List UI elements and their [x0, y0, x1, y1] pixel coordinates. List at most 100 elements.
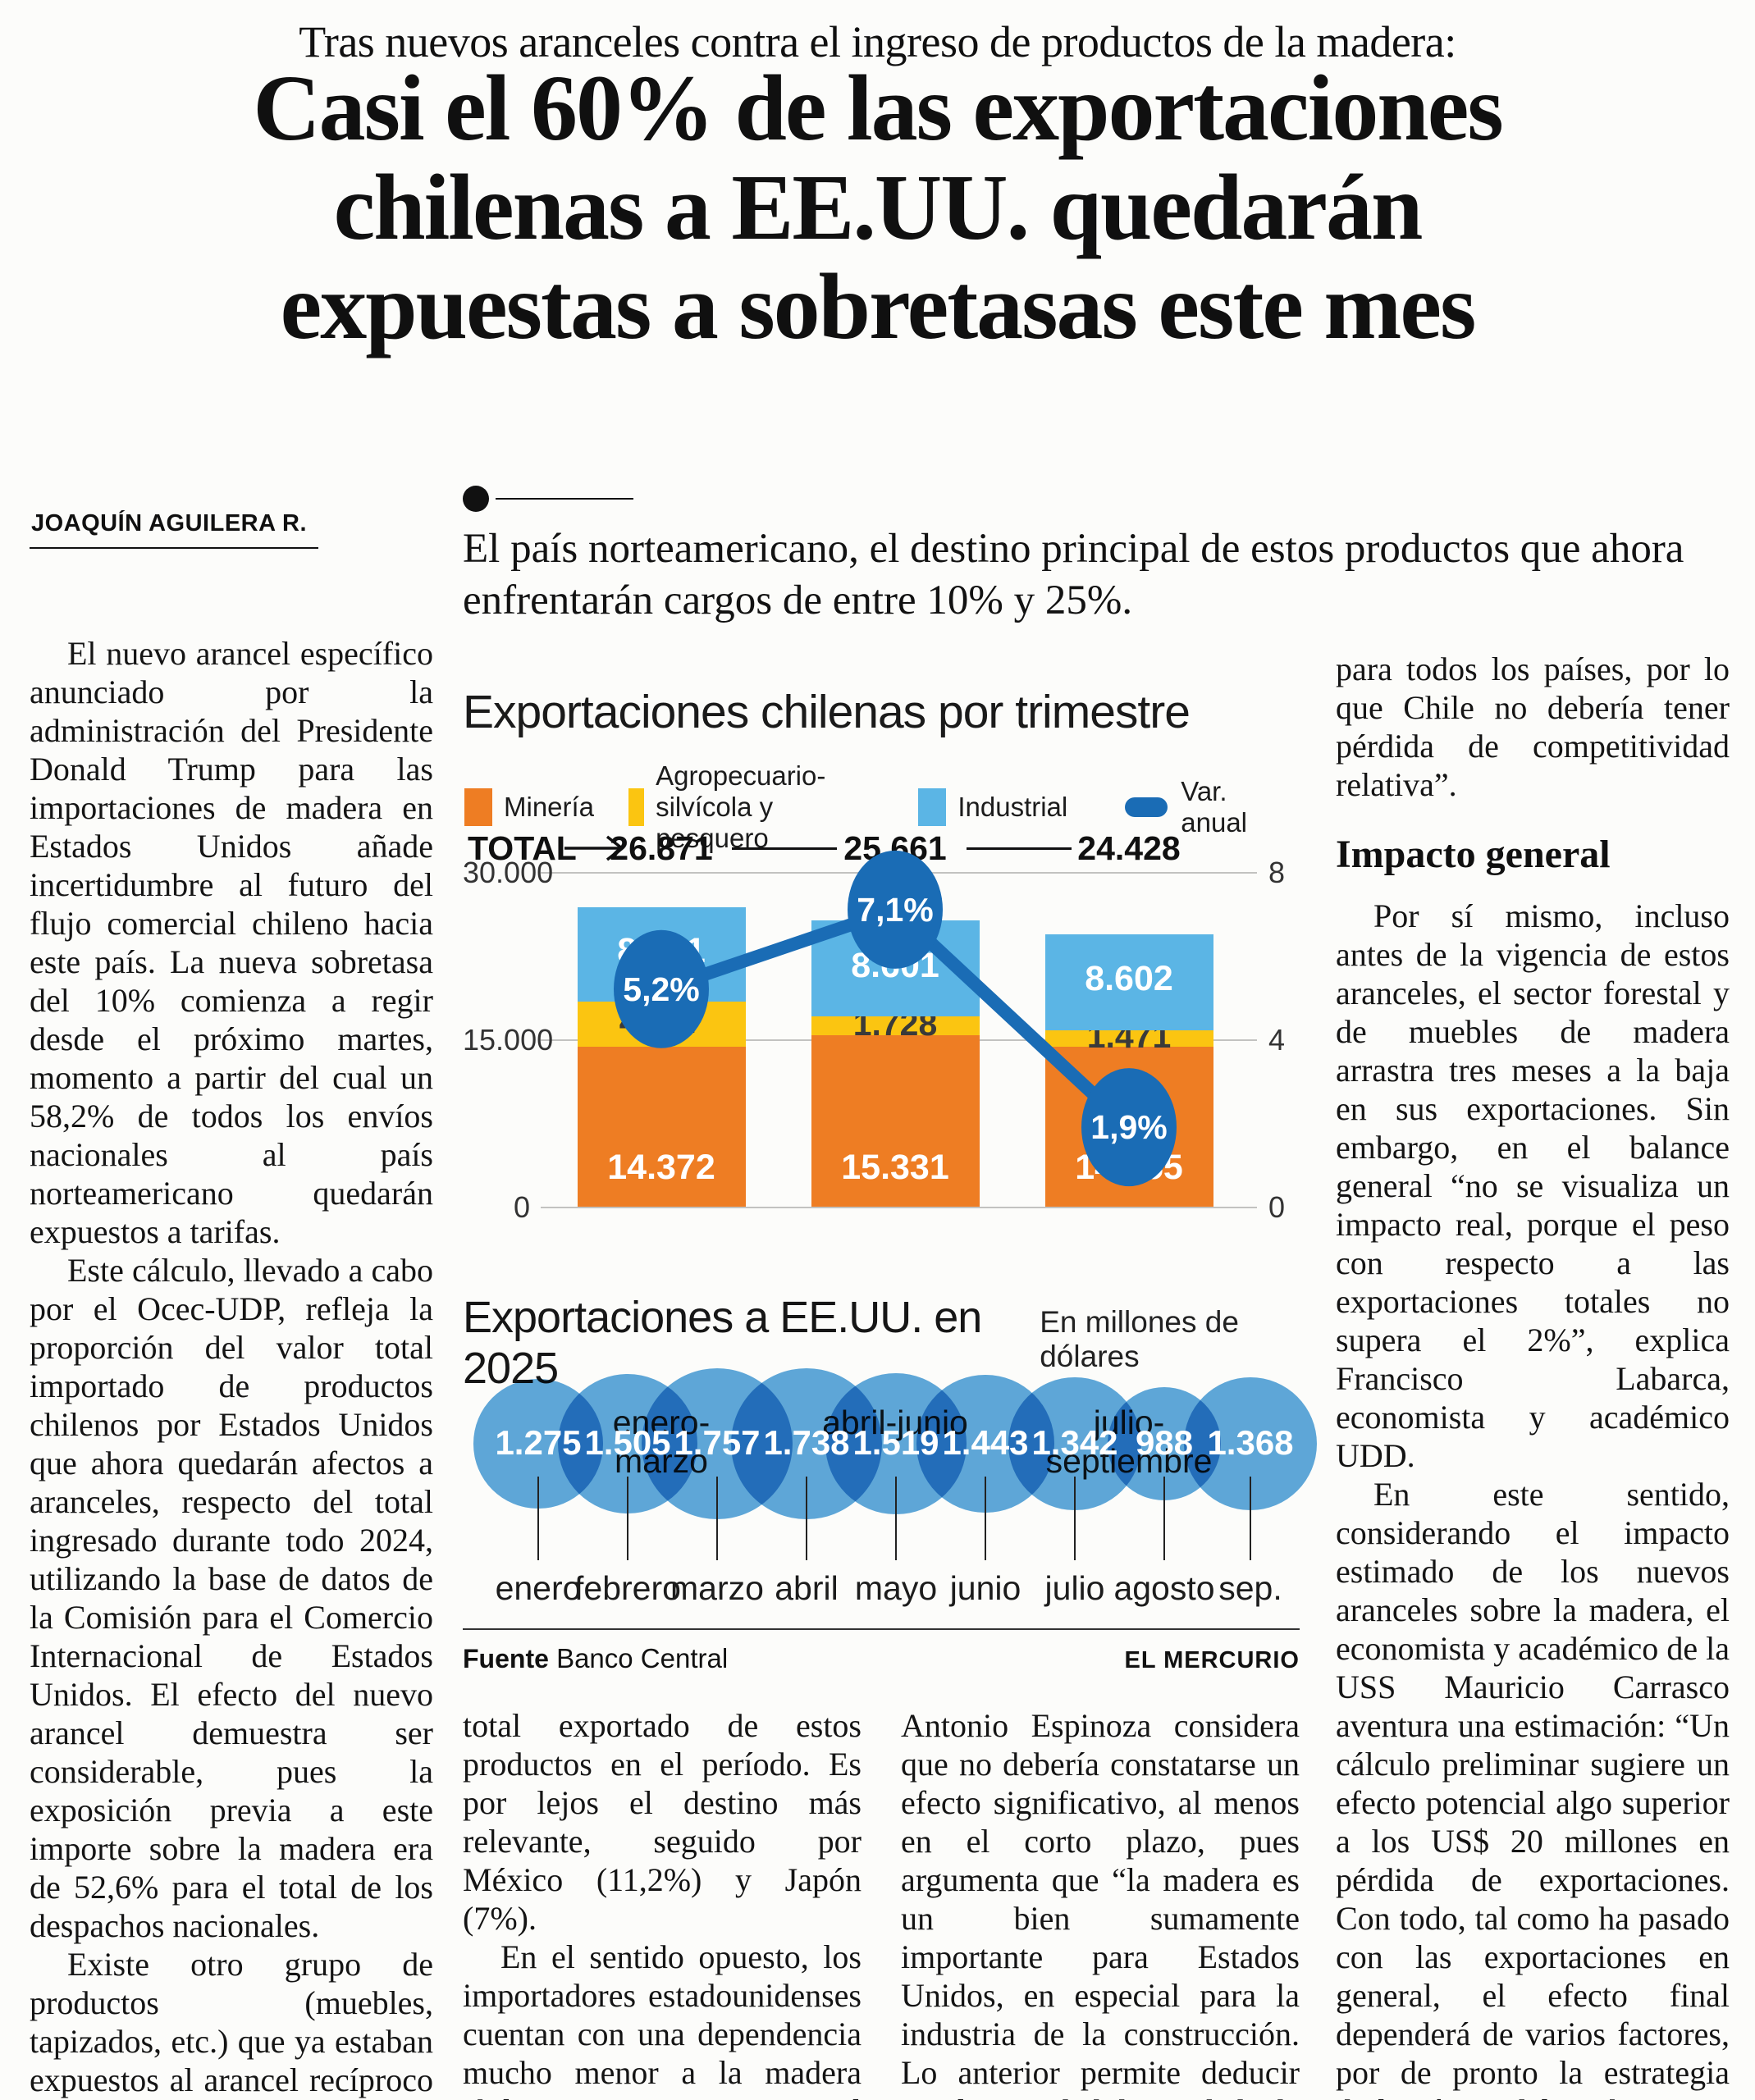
bubble-value: 1.738: [763, 1423, 850, 1462]
article-paragraph: total exportado de estos productos en el…: [463, 1707, 862, 1937]
bubble-month-label: mayo: [854, 1569, 938, 1607]
article-column-4: para todos los países, por lo que Chile …: [1336, 650, 1730, 2100]
article-paragraph: Por sí mismo, incluso antes de la vigenc…: [1336, 897, 1730, 1474]
infographic: Exportaciones chilenas por trimestre Min…: [463, 685, 1318, 1694]
bubble-month-label: enero: [495, 1569, 582, 1607]
totals-row: TOTAL 26.871 25.661 24.428: [463, 829, 1300, 870]
legend-label: Minería: [504, 792, 595, 822]
bubble-chart: 1.275 enero 1.505 febrero 1.757 marzo 1.738 abr…: [463, 1341, 1318, 1612]
bar-segment-mineria: [577, 1046, 746, 1207]
bubble-month-label: julio: [1044, 1569, 1105, 1607]
legend-item: Minería: [464, 788, 594, 826]
bubble-value: 1.757: [674, 1423, 761, 1462]
headline-line-3: expuestas a sobretasas este mes: [280, 253, 1477, 358]
bar-value-label: 14.372: [607, 1148, 715, 1187]
bubble-stem: [985, 1477, 986, 1560]
legend-label: Var. anual: [1181, 776, 1248, 838]
connector-line: [732, 847, 837, 850]
total-value: 24.428: [1077, 829, 1181, 867]
bubble-stem: [716, 1477, 718, 1560]
bubble-chart-subtitle: En millones de dólares: [1040, 1305, 1239, 1373]
bubble-stem: [1163, 1477, 1165, 1560]
subhead-impacto-general: Impacto general: [1336, 833, 1611, 876]
legend-item: Industrial: [918, 788, 1067, 826]
kicker: Tras nuevos aranceles contra el ingreso …: [299, 17, 1456, 66]
article-paragraph: En este sentido, considerando el impacto…: [1336, 1476, 1730, 2100]
headline-line-1: Casi el 60% de las exportaciones: [253, 56, 1503, 160]
bubble-stem: [1074, 1477, 1076, 1560]
source-note: Fuente Banco Central: [463, 1643, 728, 1674]
bubble-stem: [806, 1477, 807, 1560]
arrow-right-icon: [563, 833, 627, 871]
y-axis-tick-right: 8: [1268, 856, 1286, 889]
line-marker: [614, 929, 709, 1048]
bubble-value: 1.342: [1031, 1423, 1118, 1462]
article-paragraph: Existe otro grupo de productos (muebles,…: [30, 1946, 433, 2098]
chart-legend: Minería Agropecuario-silvícola y pesquero…: [464, 760, 1300, 854]
bar-value-label: 15.331: [841, 1148, 949, 1187]
bubble-stem: [895, 1477, 897, 1560]
article-paragraph: para todos los países, por lo que Chile …: [1336, 651, 1730, 803]
chart-title: Exportaciones chilenas por trimestre: [463, 686, 1191, 738]
bubble-chart-header: Exportaciones a EE.UU. en 2025 En millon…: [463, 1292, 1300, 1394]
bubble-month-label: abril: [775, 1569, 839, 1607]
bubble-month-label: sep.: [1218, 1569, 1282, 1607]
line-marker-label: 1,9%: [1090, 1108, 1167, 1146]
footer-rule: [463, 1628, 1300, 1630]
article-paragraph: Este cálculo, llevado a cabo por el Ocec…: [30, 1252, 433, 1944]
bubble-month-label: agosto: [1113, 1569, 1215, 1607]
source-value: Banco Central: [556, 1643, 729, 1673]
headline: Casi el 60% de las exportaciones chilena…: [0, 56, 1755, 358]
legend-swatch-icon: [918, 788, 947, 826]
standfirst-block: El país norteamericano, el destino princ…: [463, 486, 1726, 627]
legend-item-line: Var. anual: [1125, 776, 1265, 838]
bubble-month-label: febrero: [574, 1569, 681, 1607]
var-anual-line: 5,2% 7,1% 1,9%: [614, 850, 1177, 1187]
line-marker: [1081, 1068, 1177, 1187]
connector-line: [967, 847, 1072, 850]
article-column-1: JOAQUÍN AGUILERA R. El nuevo arancel esp…: [30, 510, 433, 2100]
byline: JOAQUÍN AGUILERA R.: [30, 510, 319, 549]
y-axis-tick-left: 0: [513, 1190, 530, 1224]
bubble-month-label: junio: [949, 1569, 1021, 1607]
bubble-value: 988: [1135, 1423, 1194, 1462]
gridline: [541, 1207, 1257, 1208]
y-axis-tick-right: 4: [1268, 1023, 1286, 1057]
bubble-value: 1.505: [584, 1423, 671, 1462]
total-label: TOTAL: [468, 829, 577, 867]
legend-item: Agropecuario-silvícola y pesquero: [628, 760, 884, 854]
legend-label: Agropecuario-silvícola y pesquero: [656, 760, 826, 853]
bar-segment-agro: [811, 1016, 980, 1036]
stacked-bar-chart: 30.000815.00040014.3724.0378.461enero-ma…: [463, 850, 1300, 1480]
bubble-stem: [627, 1477, 628, 1560]
article-paragraph: En el sentido opuesto, los importadores …: [463, 1938, 862, 2100]
line-legend-icon: [1125, 797, 1168, 817]
total-value: 26.871: [610, 829, 713, 867]
line-marker: [848, 850, 943, 969]
bar-segment-industrial: [1044, 934, 1213, 1030]
standfirst: El país norteamericano, el destino princ…: [463, 526, 1684, 623]
bubble-value: 1.368: [1207, 1423, 1294, 1462]
article-column-3: Antonio Espinoza considera que no deberí…: [901, 1706, 1300, 2100]
legend-swatch-icon: [464, 788, 492, 826]
bar-segment-agro: [1044, 1029, 1213, 1047]
chart-footer: Fuente Banco Central EL MERCURIO: [463, 1643, 1300, 1674]
credit: EL MERCURIO: [1124, 1647, 1300, 1673]
source-label: Fuente: [463, 1644, 549, 1673]
headline-line-2: chilenas a EE.UU. quedarán: [333, 154, 1424, 259]
legend-label: Industrial: [957, 792, 1068, 822]
article-paragraph: Antonio Espinoza considera que no deberí…: [901, 1707, 1300, 2100]
bubble-value: 1.443: [942, 1423, 1029, 1462]
bar-segment-mineria: [811, 1035, 980, 1207]
bullet-dot-icon: [463, 486, 489, 512]
standfirst-marker: [463, 486, 1726, 514]
bubble-chart-title: Exportaciones a EE.UU. en 2025: [463, 1293, 982, 1393]
bubble-value: 1.275: [495, 1423, 582, 1462]
bubble-month-label: marzo: [670, 1569, 764, 1607]
bubble-stem: [537, 1477, 539, 1560]
article-paragraph: El nuevo arancel específico anunciado po…: [30, 635, 433, 1250]
bubble-stem: [1250, 1477, 1251, 1560]
line-marker-label: 5,2%: [623, 970, 699, 1008]
bar-value-label: 8.602: [1085, 959, 1173, 999]
